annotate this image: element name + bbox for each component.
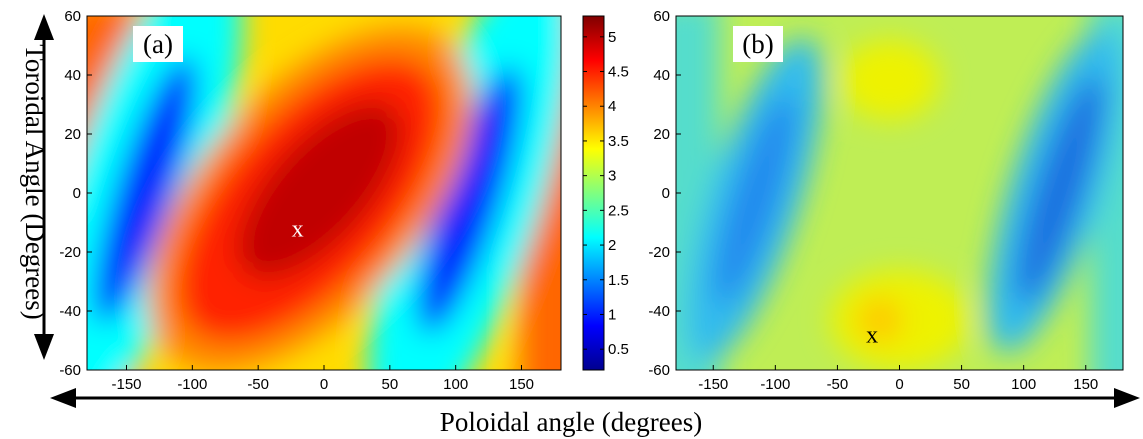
y-tick-label-b-1: -40 [648,303,670,320]
colorbar-tick-label-4: 2.5 [608,202,629,219]
axes-ticks-b: -150 -100 -50 0 50 100 150 -60 -40 -20 0 20 40 60 [648,8,1098,393]
y-tick-label-a-1: -40 [59,303,81,320]
y-tick-label-b-2: -20 [648,244,670,261]
axes-ticks-a: -150 -100 -50 0 50 100 150 -60 -40 -20 0 20 40 60 [59,8,534,393]
y-tick-label-a-5: 40 [64,67,81,84]
colorbar-tick-label-7: 4 [608,98,616,115]
marker-a: x [292,216,304,242]
colorbar-ticks: 0.5 1 1.5 2 2.5 3 3.5 4 4.5 5 [583,29,629,358]
heatmap-a-field [87,16,561,370]
y-tick-label-a-3: 0 [73,185,81,202]
x-axis-label: Poloidal angle (degrees) [440,407,702,437]
y-tick-label-a-6: 60 [64,8,81,25]
x-axis-arrow [50,388,1140,408]
x-tick-label-a-2: -50 [247,376,269,393]
colorbar-tick-label-6: 3.5 [608,133,629,150]
marker-b: x [866,323,878,349]
x-tick-label-a-5: 100 [443,376,468,393]
heatmap-b-field [676,16,1123,370]
colorbar: 0.5 1 1.5 2 2.5 3 3.5 4 4.5 5 [582,15,629,371]
x-tick-label-b-2: -50 [827,376,849,393]
panel-label-box-a [133,26,183,62]
x-tick-label-a-3: 0 [320,376,328,393]
y-axis-label: Toroidal Angle (Degrees) [20,44,50,320]
y-tick-label-b-5: 40 [653,67,670,84]
colorbar-tick-label-0: 0.5 [608,341,629,358]
y-axis-arrow [34,14,54,360]
panel-label-box-b [733,26,783,62]
x-tick-label-a-4: 50 [381,376,398,393]
y-tick-label-b-6: 60 [653,8,670,25]
heatmap-panel-b: -150 -100 -50 0 50 100 150 -60 -40 -20 0 20 40 60 (b)… [648,8,1124,393]
colorbar-tick-label-9: 5 [608,29,616,46]
colorbar-tick-label-3: 2 [608,237,616,254]
x-tick-label-b-1: -100 [760,376,790,393]
colorbar-tick-label-5: 3 [608,168,616,185]
colorbar-gradient [582,15,605,371]
x-tick-label-b-5: 100 [1011,376,1036,393]
x-tick-label-a-1: -100 [177,376,207,393]
x-tick-label-b-0: -150 [698,376,728,393]
heatmap-panel-a: -150 -100 -50 0 50 100 150 -60 -40 -20 0 20 40 60 (a)… [59,8,562,393]
y-tick-label-a-0: -60 [59,362,81,379]
colorbar-tick-label-2: 1.5 [608,272,629,289]
x-tick-label-b-6: 150 [1073,376,1098,393]
x-tick-label-b-3: 0 [895,376,903,393]
x-tick-label-a-0: -150 [111,376,141,393]
x-tick-label-b-4: 50 [953,376,970,393]
y-tick-label-b-3: 0 [662,185,670,202]
panel-label-a: (a) [143,29,173,59]
colorbar-tick-label-8: 4.5 [608,64,629,81]
y-tick-label-b-0: -60 [648,362,670,379]
y-tick-label-a-2: -20 [59,244,81,261]
colorbar-tick-label-1: 1 [608,306,616,323]
y-tick-label-a-4: 20 [64,126,81,143]
y-tick-label-b-4: 20 [653,126,670,143]
panel-label-b: (b) [742,29,773,59]
x-tick-label-a-6: 150 [509,376,534,393]
